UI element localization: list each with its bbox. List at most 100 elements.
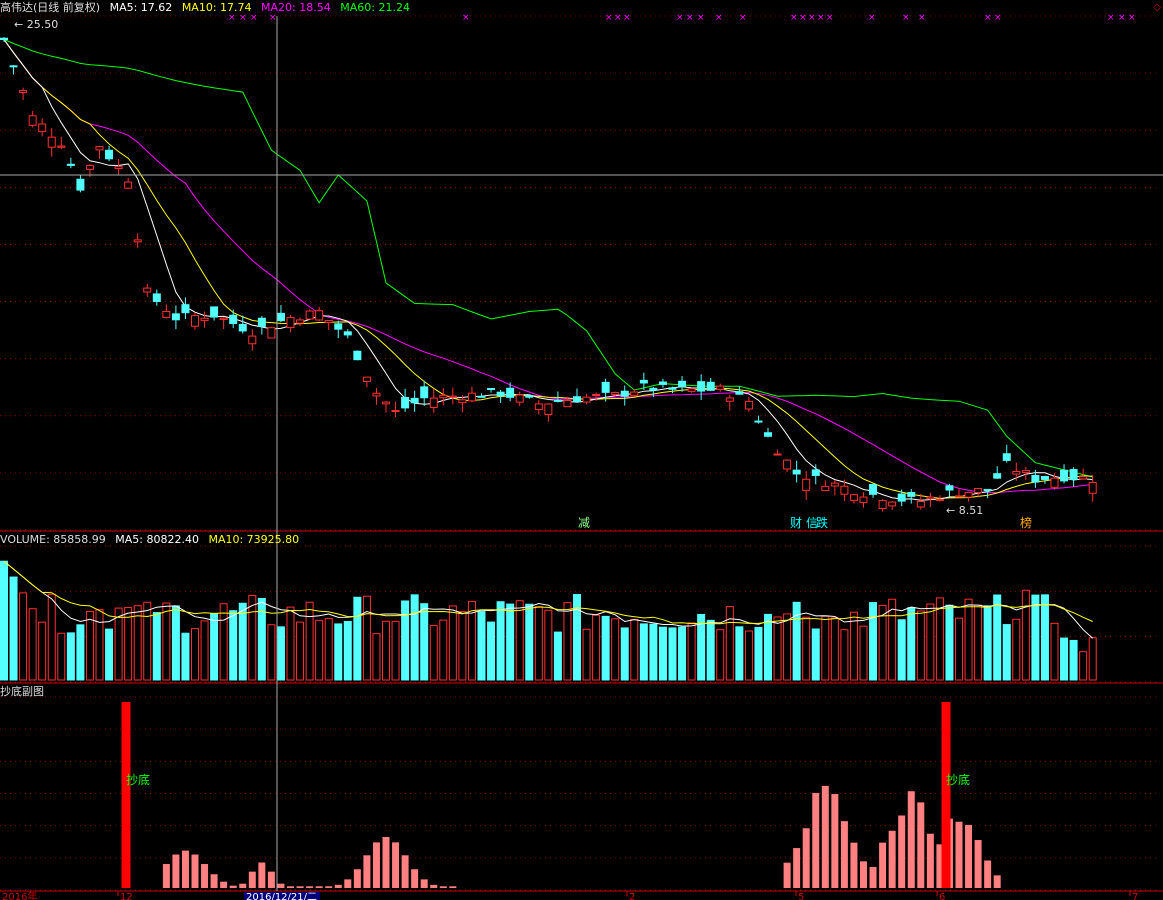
volume-bar — [401, 600, 410, 681]
indicator-bar — [306, 886, 314, 888]
candle-body — [238, 323, 247, 332]
candle-body — [219, 317, 228, 320]
ma10-value: MA10: 17.74 — [181, 1, 252, 14]
candle-body — [114, 165, 123, 170]
volume-bar — [133, 605, 142, 681]
volume-bar — [849, 611, 858, 681]
indicator-bar — [869, 866, 877, 888]
volume-bar — [171, 605, 180, 681]
volume-bar — [1012, 618, 1021, 681]
candle-body — [133, 239, 142, 243]
candle-body — [391, 410, 400, 413]
volume-bar — [353, 596, 362, 681]
candle-body — [563, 400, 572, 408]
candle-body — [611, 391, 620, 395]
candle-body — [725, 397, 734, 402]
candle-body — [410, 397, 419, 404]
candle-body — [821, 485, 830, 492]
volume-bar — [859, 625, 868, 681]
indicator-bar — [162, 864, 170, 888]
volume-ma5-value: MA5: 80822.40 — [115, 533, 199, 546]
volume-bar — [830, 617, 839, 681]
indicator-bar — [420, 879, 428, 888]
signal-x-marker: × — [799, 13, 807, 23]
indicator-bar — [955, 821, 963, 888]
indicator-bar — [840, 821, 848, 888]
ma60-value: MA60: 21.24 — [340, 1, 410, 14]
candle-body — [744, 400, 753, 410]
volume-bar — [276, 626, 285, 681]
volume-bar — [735, 626, 744, 681]
indicator-title: 抄底副图 — [0, 685, 44, 698]
volume-bar — [296, 621, 305, 681]
candle-body — [964, 491, 973, 498]
candle-body — [916, 500, 925, 508]
candle-body — [945, 485, 954, 491]
volume-bar — [1079, 651, 1088, 681]
volume-bar — [582, 628, 591, 681]
indicator-bar — [984, 860, 992, 888]
volume-bar — [620, 627, 629, 681]
candle-body — [296, 319, 305, 324]
candle-body — [620, 390, 629, 397]
candle-body — [582, 396, 591, 403]
candle-body — [267, 327, 276, 339]
indicator-bar — [401, 855, 409, 888]
volume-bar — [821, 615, 830, 681]
candle-body — [630, 391, 639, 396]
volume-bar — [1088, 637, 1097, 681]
indicator-bar — [229, 885, 237, 888]
bottom-signal-bar — [121, 702, 131, 888]
event-mark: 减 — [578, 516, 590, 530]
signal-x-marker: × — [1118, 13, 1126, 23]
ma20-value: MA20: 18.54 — [261, 1, 331, 14]
signal-x-marker: × — [228, 13, 236, 23]
volume-bar — [506, 603, 515, 681]
volume-bar — [420, 603, 429, 681]
volume-bar — [229, 610, 238, 681]
volume-bar — [697, 613, 706, 681]
volume-bar — [439, 619, 448, 681]
signal-x-marker: × — [808, 13, 816, 23]
volume-ma10-line — [3, 560, 1093, 625]
candle-body — [1012, 471, 1021, 475]
indicator-bar — [372, 842, 380, 888]
x-axis-tick-label: 2 — [629, 892, 635, 900]
candle-body — [1002, 453, 1011, 461]
candle-body — [334, 323, 343, 330]
volume-bar — [95, 609, 104, 681]
candle-body — [764, 432, 772, 437]
indicator-bar — [974, 840, 982, 888]
stock-name: 高伟达(日线 前复权) — [0, 1, 101, 14]
volume-bar — [105, 628, 114, 681]
indicator-bar — [449, 886, 457, 888]
candle-body — [85, 165, 94, 170]
corner-diamond-icon[interactable]: ◇ — [1153, 2, 1161, 13]
indicator-panel-header: 抄底副图 — [0, 684, 50, 699]
x-axis-tick-label: 12 — [120, 892, 133, 900]
volume-bar — [993, 594, 1002, 681]
volume-bar — [28, 608, 37, 681]
candle-body — [639, 379, 648, 384]
candle-body — [105, 149, 114, 160]
candle-body — [907, 492, 916, 497]
signal-x-marker: × — [1128, 13, 1136, 23]
candle-body — [955, 495, 963, 498]
candle-body — [353, 350, 362, 361]
candle-body — [1040, 476, 1049, 480]
indicator-bar — [382, 837, 390, 888]
volume-bar — [66, 632, 75, 681]
candle-body — [439, 394, 448, 399]
indicator-bar — [191, 854, 199, 888]
volume-bar — [1031, 594, 1040, 681]
candle-body — [257, 317, 266, 327]
volume-bar — [57, 632, 66, 681]
candle-body — [888, 501, 897, 507]
indicator-bar — [201, 864, 209, 888]
candle-body — [9, 65, 18, 68]
volume-bar — [19, 592, 28, 681]
candle-body — [47, 136, 56, 148]
candle-body — [830, 482, 839, 487]
